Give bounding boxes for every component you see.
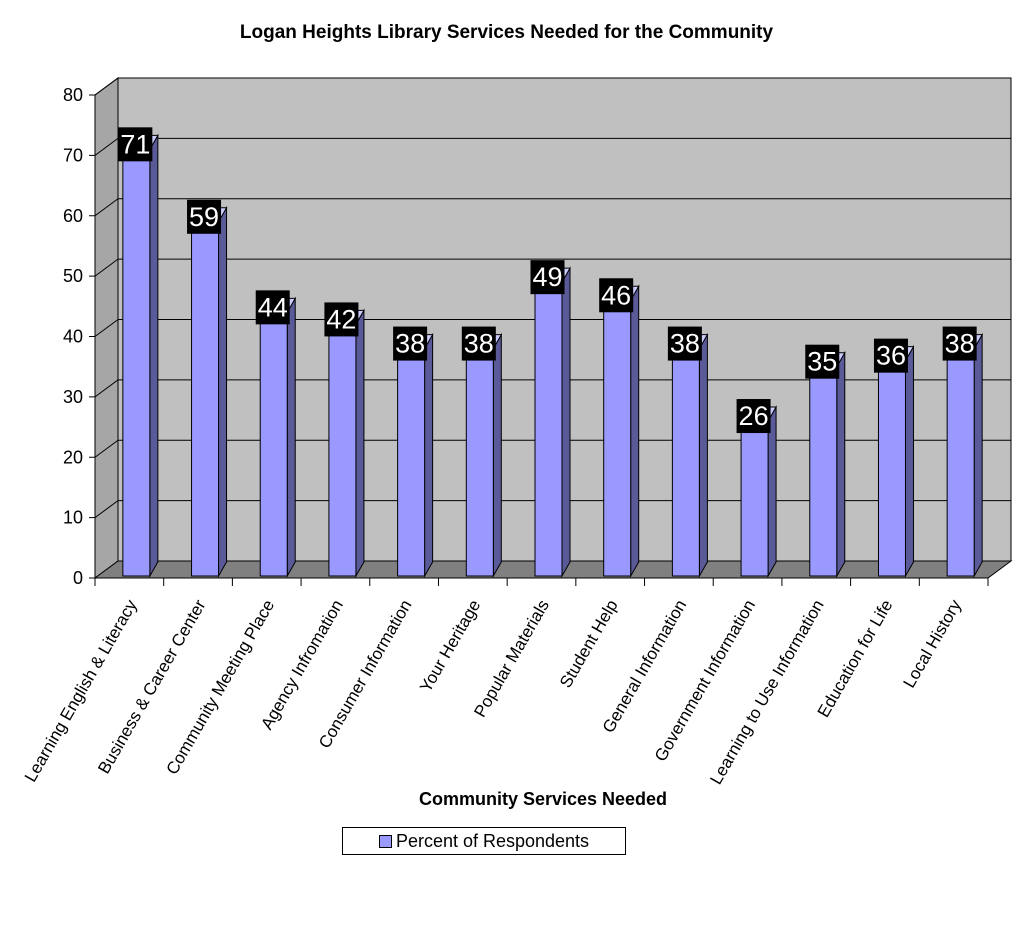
bar-front xyxy=(465,348,494,577)
data-label-bg xyxy=(942,326,977,361)
data-label-bg xyxy=(255,290,290,325)
data-label: 46 xyxy=(601,280,631,310)
legend-swatch xyxy=(378,834,392,848)
legend: Percent of Respondents xyxy=(342,827,626,855)
y-tick-label: 70 xyxy=(63,145,83,165)
bar: 46 xyxy=(599,278,640,578)
x-tick-label: Learning to Use Information xyxy=(706,597,827,788)
x-tick-label: Student Help xyxy=(556,597,622,692)
data-label: 44 xyxy=(258,292,288,322)
bar-front xyxy=(740,420,769,577)
y-tick-label: 80 xyxy=(63,85,83,105)
chart-title: Logan Heights Library Services Needed fo… xyxy=(239,22,774,43)
bar: 38 xyxy=(393,326,434,578)
bar: 38 xyxy=(667,326,709,578)
data-label: 38 xyxy=(464,329,494,359)
bar-side xyxy=(904,344,914,578)
data-label: 35 xyxy=(807,347,837,377)
bar-front xyxy=(122,148,151,577)
bar: 42 xyxy=(324,302,365,578)
bar-side xyxy=(424,332,434,578)
bar-front xyxy=(809,366,838,577)
bar: 26 xyxy=(736,399,777,578)
data-label: 42 xyxy=(326,304,356,334)
data-label-bg xyxy=(599,278,634,313)
bar-side xyxy=(973,332,983,578)
gridline-side xyxy=(94,198,119,217)
bar-side xyxy=(355,308,365,578)
bar: 38 xyxy=(461,326,503,578)
bar-front xyxy=(946,348,975,577)
x-tick-label: Your Heritage xyxy=(416,597,484,696)
data-label-bg xyxy=(873,338,908,373)
data-label-bg xyxy=(736,399,771,434)
data-label-bg xyxy=(667,326,702,361)
data-label: 49 xyxy=(532,262,562,292)
x-tick-label: Popular Materials xyxy=(470,597,553,721)
data-label-bg xyxy=(530,260,565,295)
data-label-bg xyxy=(461,326,496,361)
bar: 35 xyxy=(805,344,846,578)
gridline-side xyxy=(94,258,119,277)
bar-side xyxy=(630,284,640,578)
data-label: 38 xyxy=(395,329,425,359)
data-label-bg xyxy=(187,199,222,234)
data-label: 38 xyxy=(670,329,700,359)
bar-side xyxy=(698,332,708,578)
data-label-bg xyxy=(805,344,840,379)
bar-front xyxy=(259,311,288,577)
bar-front xyxy=(328,323,357,577)
bar-front xyxy=(534,281,563,577)
bar: 59 xyxy=(187,199,228,578)
x-tick-label: Learning English & Literacy xyxy=(21,596,141,785)
data-label-bg xyxy=(324,302,359,337)
gridline-side xyxy=(94,379,119,398)
bar-front xyxy=(877,360,906,577)
bar-side xyxy=(218,205,228,578)
bar-front xyxy=(671,348,700,577)
data-label: 71 xyxy=(120,129,150,159)
gridline-side xyxy=(94,319,119,337)
gridline-side xyxy=(94,137,119,156)
data-label: 59 xyxy=(189,202,219,232)
data-label-bg xyxy=(118,127,153,162)
bar: 36 xyxy=(873,338,915,578)
y-tick-label: 60 xyxy=(63,206,83,226)
y-tick-label: 0 xyxy=(73,568,83,588)
bar-front xyxy=(603,299,632,577)
x-tick-label: Education for Life xyxy=(814,597,897,721)
bar: 44 xyxy=(255,290,297,578)
bar-front xyxy=(397,348,426,577)
bar: 71 xyxy=(118,127,159,578)
data-label: 26 xyxy=(739,401,769,431)
x-axis-title: Community Services Needed xyxy=(419,789,667,809)
legend-label: Percent of Respondents xyxy=(395,830,590,851)
data-label: 36 xyxy=(876,341,906,371)
data-label-bg xyxy=(393,326,428,361)
y-tick-label: 40 xyxy=(63,327,83,347)
y-tick-label: 50 xyxy=(63,266,83,286)
data-label: 38 xyxy=(945,329,975,359)
y-tick-label: 30 xyxy=(63,387,83,407)
bar-side xyxy=(286,296,296,578)
bar-side xyxy=(492,332,502,578)
y-tick-label: 10 xyxy=(63,508,83,528)
gridline-side xyxy=(94,77,119,96)
bar-side xyxy=(149,133,159,578)
bar-side xyxy=(836,350,846,578)
bar-front xyxy=(191,221,220,577)
bar-side xyxy=(561,266,571,578)
x-tick-label: Local History xyxy=(900,596,966,691)
gridline-side xyxy=(94,500,119,519)
bar: 38 xyxy=(942,326,984,578)
gridline-side xyxy=(94,439,119,458)
y-tick-label: 20 xyxy=(63,447,83,467)
bar: 49 xyxy=(530,260,571,578)
